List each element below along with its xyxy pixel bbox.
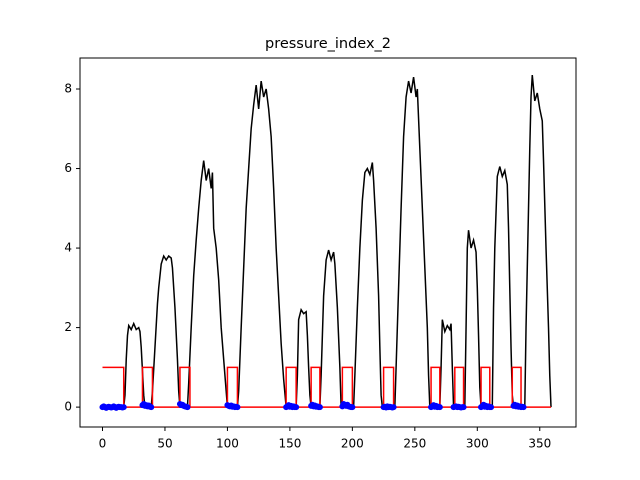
- marker: [520, 404, 527, 411]
- y-tick-label: 6: [64, 161, 72, 175]
- series-line: [102, 366, 552, 408]
- x-tick-label: 200: [341, 437, 364, 451]
- x-tick-label: 150: [278, 437, 301, 451]
- y-tick-label: 0: [64, 400, 72, 414]
- x-tick-label: 300: [466, 437, 489, 451]
- marker: [293, 404, 300, 411]
- marker: [460, 404, 467, 411]
- marker: [234, 404, 241, 411]
- marker: [316, 404, 323, 411]
- x-tick-label: 100: [216, 437, 239, 451]
- x-tick-label: 250: [403, 437, 426, 451]
- plot-frame: [79, 57, 577, 428]
- chart-title: pressure_index_2: [265, 36, 391, 52]
- y-tick-label: 8: [64, 82, 72, 96]
- y-tick-label: 4: [64, 241, 72, 255]
- marker: [390, 404, 397, 411]
- marker: [148, 404, 155, 411]
- marker: [436, 404, 443, 411]
- x-tick-label: 50: [157, 437, 172, 451]
- marker: [349, 404, 356, 411]
- x-tick-label: 350: [528, 437, 551, 451]
- marker: [184, 404, 191, 411]
- y-tick-label: 2: [64, 320, 72, 334]
- marker: [120, 404, 127, 411]
- marker: [488, 404, 495, 411]
- x-tick-label: 0: [99, 437, 107, 451]
